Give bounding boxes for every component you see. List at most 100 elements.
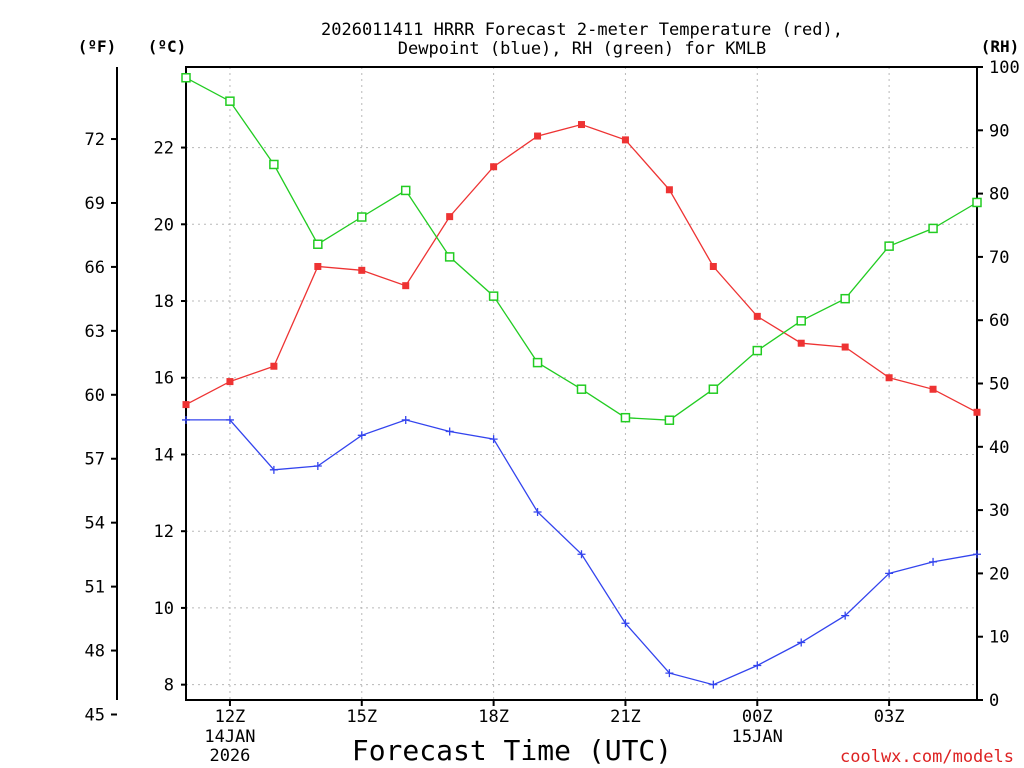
x-tick-year-label: 2026 xyxy=(209,746,250,766)
dewpoint-point xyxy=(621,619,630,628)
2-meter-temperature-point xyxy=(841,343,849,351)
2-meter-temperature-point xyxy=(402,282,410,290)
2-meter-temperature-point xyxy=(358,266,366,274)
fahrenheit-axis-unit: (ºF) xyxy=(78,37,117,56)
2-meter-temperature-point xyxy=(270,362,278,370)
dewpoint-point xyxy=(753,661,762,670)
x-axis-title: Forecast Time (UTC) xyxy=(352,734,672,767)
rh-point xyxy=(576,384,587,394)
fahrenheit-tick-label: 51 xyxy=(85,578,105,598)
rh-point xyxy=(181,73,191,83)
rh-point xyxy=(840,293,850,304)
dewpoint-point xyxy=(313,461,322,470)
2-meter-temperature-point xyxy=(226,378,234,386)
rh-point xyxy=(269,159,279,170)
grid-lines xyxy=(186,67,977,700)
rh-tick-label: 10 xyxy=(989,628,1009,648)
fahrenheit-tick-label: 54 xyxy=(85,514,105,534)
dewpoint-point xyxy=(577,550,586,559)
2-meter-temperature-point xyxy=(314,262,322,270)
rh-point xyxy=(796,316,806,326)
rh-tick-label: 70 xyxy=(989,248,1009,268)
fahrenheit-tick-label: 60 xyxy=(85,386,105,406)
fahrenheit-tick-label: 45 xyxy=(85,705,105,725)
x-tick-label: 00Z xyxy=(742,707,773,727)
dewpoint-point xyxy=(489,435,498,444)
x-tick-label: 12Z xyxy=(215,707,246,727)
rh-tick-label: 100 xyxy=(989,58,1020,78)
x-tick-label: 03Z xyxy=(874,707,905,727)
chart-title-line2: Dewpoint (blue), RH (green) for KMLB xyxy=(398,39,766,59)
dewpoint-point xyxy=(357,431,366,440)
2-meter-temperature-line xyxy=(185,123,978,413)
x-tick-date-label: 15JAN xyxy=(732,727,783,747)
rh-tick-label: 0 xyxy=(989,691,999,711)
rh-point xyxy=(400,185,411,196)
2-meter-temperature-point xyxy=(490,163,498,171)
celsius-axis-unit: (ºC) xyxy=(148,37,187,56)
dewpoint-point xyxy=(665,669,674,678)
fahrenheit-tick-label: 48 xyxy=(85,642,105,662)
dewpoint-point xyxy=(797,638,806,647)
dewpoint-point xyxy=(973,550,981,559)
rh-tick-label: 50 xyxy=(989,375,1009,395)
dewpoint-point xyxy=(841,611,850,620)
celsius-tick-label: 10 xyxy=(154,599,174,619)
rh-point xyxy=(708,384,719,394)
dewpoint-point xyxy=(709,680,718,689)
rh-point xyxy=(444,252,455,262)
dewpoint-point xyxy=(445,427,454,436)
2-meter-temperature-point xyxy=(797,339,805,347)
rh-tick-label: 80 xyxy=(989,185,1009,205)
2-meter-temperature-point xyxy=(665,186,673,194)
celsius-tick-label: 12 xyxy=(154,522,174,542)
rh-point xyxy=(928,223,938,234)
2-meter-temperature-point xyxy=(929,385,937,393)
rh-point xyxy=(884,241,894,251)
chart-title-line1: 2026011411 HRRR Forecast 2-meter Tempera… xyxy=(321,20,843,40)
fahrenheit-tick-label: 63 xyxy=(85,322,105,342)
rh-line xyxy=(185,77,978,421)
dewpoint-point xyxy=(182,415,190,424)
fahrenheit-tick-label: 57 xyxy=(85,450,105,470)
dewpoint-point xyxy=(533,508,542,517)
rh-tick-label: 40 xyxy=(989,438,1009,458)
celsius-tick-label: 20 xyxy=(154,215,174,235)
watermark-text: coolwx.com/models xyxy=(840,747,1014,767)
2-meter-temperature-point xyxy=(578,121,585,129)
2-meter-temperature-point xyxy=(885,374,893,382)
rh-point xyxy=(664,415,675,425)
celsius-tick-label: 8 xyxy=(164,676,174,696)
fahrenheit-tick-label: 72 xyxy=(85,130,105,150)
plot-frame xyxy=(185,66,978,701)
celsius-tick-label: 22 xyxy=(154,139,174,159)
fahrenheit-tick-label: 66 xyxy=(85,258,105,278)
rh-point xyxy=(620,412,631,423)
2-meter-temperature-point xyxy=(534,132,542,140)
dewpoint-point xyxy=(401,415,410,424)
rh-point xyxy=(972,197,982,208)
rh-tick-label: 90 xyxy=(989,121,1009,141)
x-tick-date-label: 14JAN xyxy=(204,727,255,747)
fahrenheit-tick-label: 69 xyxy=(85,194,105,214)
x-tick-label: 21Z xyxy=(610,707,641,727)
rh-axis-unit: (RH) xyxy=(981,37,1020,56)
rh-tick-label: 20 xyxy=(989,564,1009,584)
dewpoint-point xyxy=(269,465,278,474)
dewpoint-point xyxy=(929,557,938,566)
dewpoint-point xyxy=(225,415,234,424)
x-tick-label: 15Z xyxy=(346,707,377,727)
data-series xyxy=(181,73,982,689)
dewpoint-point xyxy=(885,569,894,578)
rh-tick-label: 60 xyxy=(989,311,1009,331)
rh-point xyxy=(488,291,499,301)
2-meter-temperature-point xyxy=(973,408,981,416)
2-meter-temperature-point xyxy=(753,312,761,320)
rh-point xyxy=(752,345,763,356)
2-meter-temperature-point xyxy=(446,213,454,221)
rh-point xyxy=(225,96,235,106)
rh-point xyxy=(357,212,367,222)
x-tick-label: 18Z xyxy=(478,707,509,727)
rh-tick-label: 30 xyxy=(989,501,1009,521)
